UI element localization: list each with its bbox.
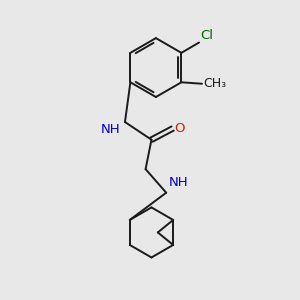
Text: NH: NH (169, 176, 188, 189)
Text: NH: NH (101, 124, 121, 136)
Text: O: O (174, 122, 184, 135)
Text: Cl: Cl (200, 29, 213, 42)
Text: CH₃: CH₃ (203, 77, 226, 90)
